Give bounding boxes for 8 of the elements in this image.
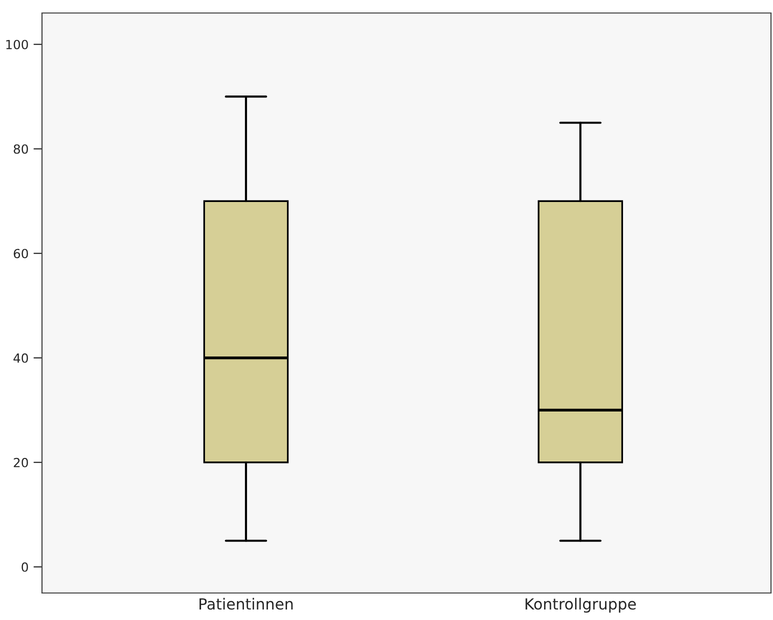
y-tick-label: 0 [22,562,28,572]
x-tick-label: Patientinnen [200,598,293,610]
y-tick-label: 100 [6,40,28,50]
y-tick-label: 60 [14,248,28,258]
x-tick-label: Kontrollgruppe [526,598,636,613]
y-tick-label: 40 [14,353,28,363]
y-tick-label: 20 [14,458,28,468]
y-tick-label: 80 [14,144,28,154]
